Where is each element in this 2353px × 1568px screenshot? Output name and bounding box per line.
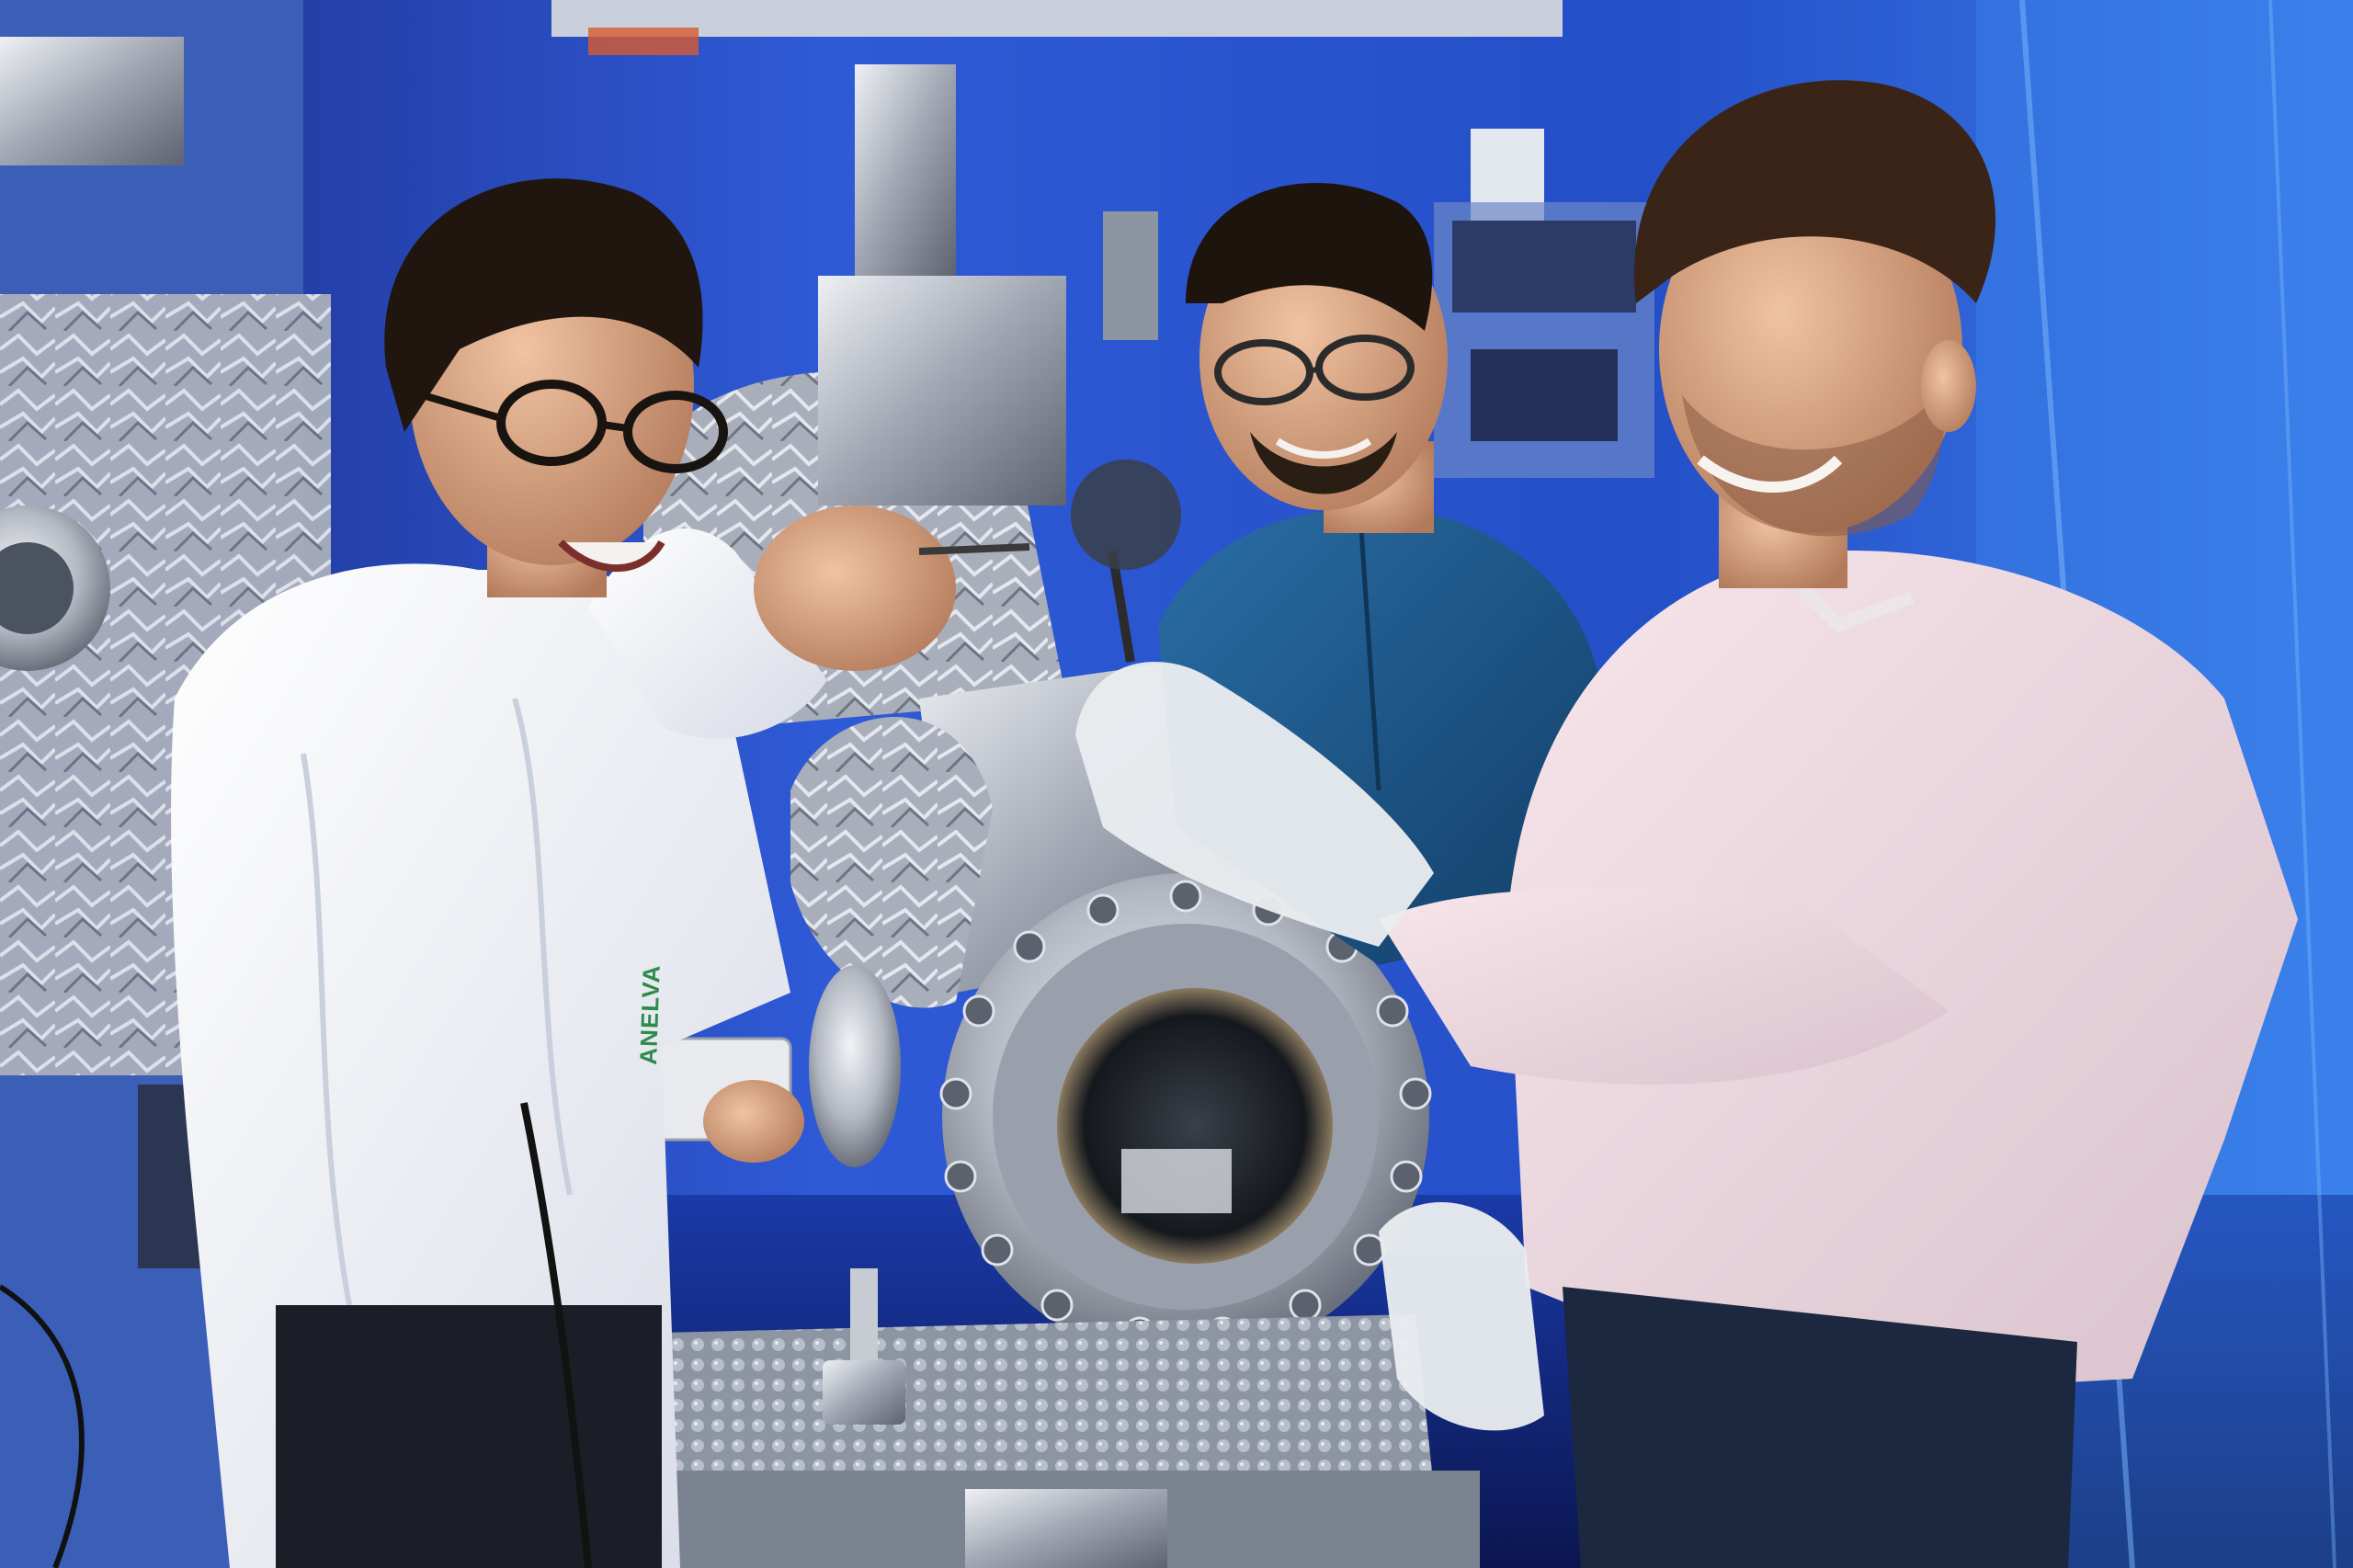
- person-left: [171, 178, 1030, 1568]
- person-right: [1071, 80, 2298, 1568]
- gauge-brand-label: ANELVA: [634, 964, 665, 1066]
